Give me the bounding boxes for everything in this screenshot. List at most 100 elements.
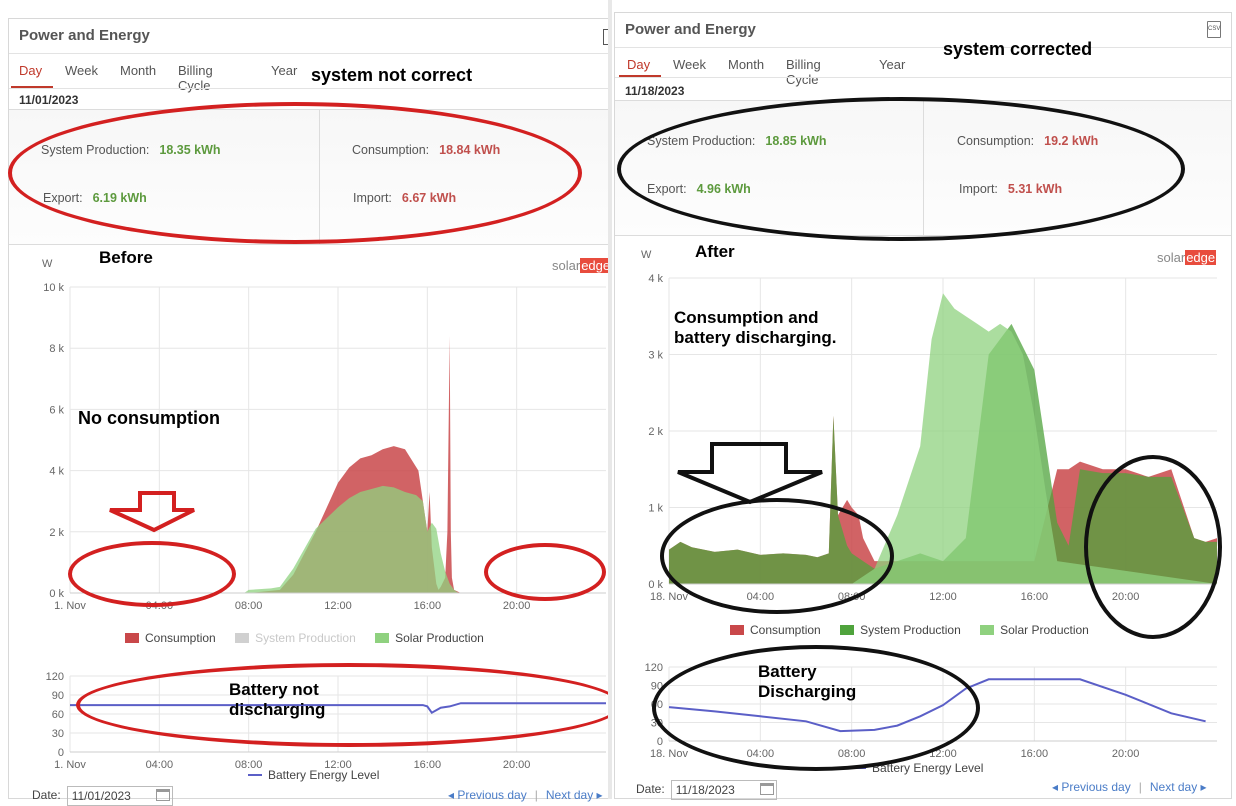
x-tick-label: 04:00 (146, 759, 174, 768)
before-label: Before (99, 248, 153, 267)
y-tick-label: 120 (46, 671, 64, 683)
date-input[interactable]: 11/18/2023 (670, 780, 777, 800)
x-tick-label: 1. Nov (54, 600, 86, 612)
y-tick-label: 60 (52, 709, 64, 721)
summary-highlight-ellipse (617, 97, 1185, 241)
x-tick-label: 16:00 (414, 600, 442, 612)
divider (9, 88, 608, 89)
left-day-nav: ◂ Previous day | Next day ▸ (448, 788, 603, 802)
active-tab-indicator (11, 86, 53, 88)
status-note: system corrected (943, 39, 1093, 59)
right-date-picker: Date: 11/18/2023 (636, 780, 777, 800)
solaredge-logo: solaredge (552, 258, 612, 273)
night-highlight-ellipse (660, 498, 894, 614)
legend-consumption[interactable]: Consumption (730, 623, 821, 637)
tab-year[interactable]: Year (879, 57, 906, 72)
y-tick-label: 4 k (49, 466, 64, 478)
legend-system-production[interactable]: System Production (235, 631, 356, 645)
x-tick-label: 12:00 (929, 748, 957, 760)
previous-day-link[interactable]: ◂ Previous day (448, 788, 527, 802)
legend-consumption[interactable]: Consumption (125, 631, 216, 645)
csv-icon[interactable] (603, 29, 608, 45)
unit-label: W (42, 258, 53, 270)
date-input[interactable]: 11/01/2023 (66, 786, 173, 806)
divider (615, 77, 1231, 78)
tab-day[interactable]: Day (627, 57, 651, 72)
battery-highlight-ellipse (76, 663, 622, 747)
x-tick-label: 12:00 (929, 591, 957, 603)
series-system-production (669, 323, 1217, 584)
y-tick-label: 120 (645, 662, 663, 674)
x-tick-label: 18. Nov (650, 748, 688, 760)
tab-month[interactable]: Month (120, 63, 157, 78)
x-tick-label: 16:00 (1021, 591, 1049, 603)
next-day-link[interactable]: Next day ▸ (545, 788, 603, 802)
active-tab-indicator (619, 75, 661, 77)
evening-highlight-ellipse (484, 543, 606, 601)
summary-highlight-ellipse (8, 102, 582, 244)
x-tick-label: 12:00 (324, 600, 352, 612)
divider (615, 47, 1231, 48)
tab-billing-cycle[interactable]: Billing Cycle (786, 57, 821, 87)
night-highlight-ellipse (68, 541, 236, 607)
consumption-discharging-note: Consumption and battery discharging. (674, 308, 837, 347)
y-tick-label: 30 (52, 728, 64, 740)
x-tick-label: 12:00 (324, 759, 352, 768)
panel-title: Power and Energy (19, 27, 150, 44)
next-day-link[interactable]: Next day ▸ (1149, 780, 1207, 794)
unit-label: W (641, 249, 652, 261)
x-tick-label: 18. Nov (650, 591, 688, 603)
csv-export-icon[interactable]: CSV (1207, 21, 1221, 38)
x-tick-label: 16:00 (1021, 748, 1049, 760)
calendar-icon[interactable] (155, 789, 170, 801)
y-tick-label: 10 k (43, 282, 64, 294)
tab-month[interactable]: Month (728, 57, 765, 72)
y-tick-label: 2 k (648, 426, 663, 438)
x-tick-label: 20:00 (503, 600, 531, 612)
series-solar-production (669, 293, 1217, 584)
y-tick-label: 1 k (648, 503, 663, 515)
tab-week[interactable]: Week (65, 63, 98, 78)
left-power-legend: Consumption System Production Solar Prod… (125, 631, 500, 645)
no-consumption-note: No consumption (78, 408, 220, 428)
x-tick-label: 1. Nov (54, 759, 86, 768)
down-arrow-icon (677, 442, 823, 505)
right-day-nav: ◂ Previous day | Next day ▸ (1052, 780, 1207, 794)
y-tick-label: 8 k (49, 343, 64, 355)
battery-highlight-ellipse (652, 645, 980, 771)
evening-highlight-ellipse (1084, 455, 1222, 639)
calendar-icon[interactable] (759, 783, 774, 795)
down-arrow-icon (109, 491, 195, 533)
divider (9, 53, 608, 54)
left-panel: Power and Energy Day Week Month Billing … (0, 0, 622, 806)
legend-system-production[interactable]: System Production (840, 623, 961, 637)
y-tick-label: 6 k (49, 404, 64, 416)
right-power-legend: Consumption System Production Solar Prod… (730, 623, 1105, 637)
solaredge-logo: solaredge (1157, 250, 1217, 265)
y-tick-label: 0 k (648, 579, 663, 591)
panel-divider (608, 0, 612, 799)
previous-day-link[interactable]: ◂ Previous day (1052, 780, 1131, 794)
y-tick-label: 0 (657, 736, 663, 748)
y-tick-label: 3 k (648, 350, 663, 362)
legend-solar-production[interactable]: Solar Production (375, 631, 484, 645)
legend-solar-production[interactable]: Solar Production (980, 623, 1089, 637)
tab-day[interactable]: Day (19, 63, 43, 78)
date-label: 11/01/2023 (19, 93, 79, 107)
tab-billing-cycle[interactable]: Billing Cycle (178, 63, 213, 93)
y-tick-label: 0 k (49, 588, 64, 600)
x-tick-label: 20:00 (1112, 748, 1140, 760)
tab-week[interactable]: Week (673, 57, 706, 72)
y-tick-label: 2 k (49, 527, 64, 539)
tab-year[interactable]: Year (271, 63, 298, 78)
left-battery-legend[interactable]: Battery Energy Level (248, 768, 379, 782)
left-date-picker: Date: 11/01/2023 (32, 786, 173, 806)
date-label: 11/18/2023 (625, 84, 685, 98)
x-tick-label: 08:00 (235, 600, 263, 612)
after-label: After (695, 242, 735, 261)
y-tick-label: 0 (58, 747, 64, 759)
y-tick-label: 90 (52, 690, 64, 702)
series-solar-production (70, 485, 606, 593)
status-note: system not correct (311, 65, 473, 85)
y-tick-label: 4 k (648, 273, 663, 285)
